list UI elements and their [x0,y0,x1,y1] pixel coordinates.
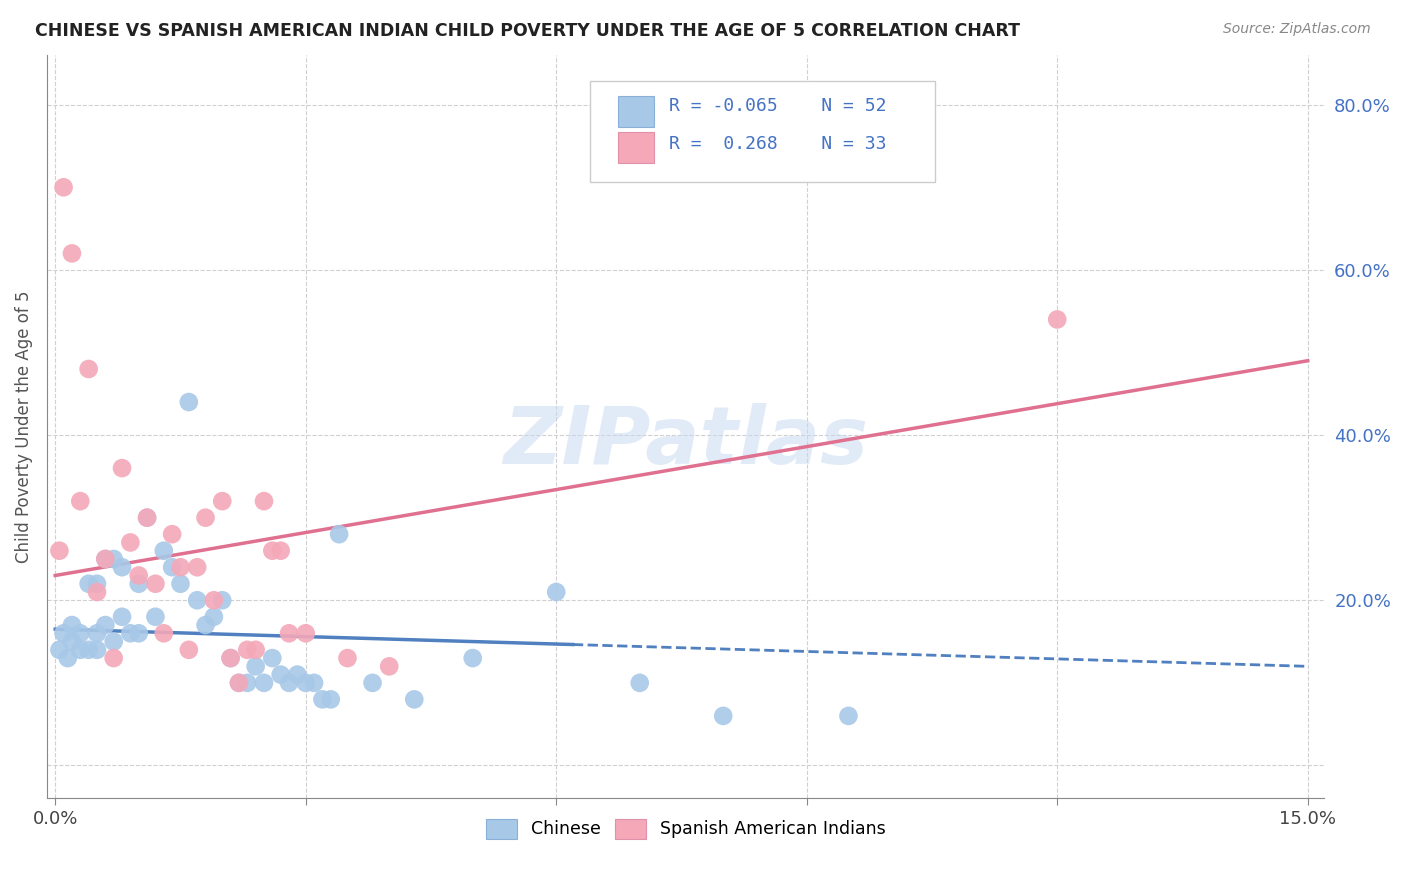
Point [160,527,183,541]
Point [136,510,159,524]
Point [245,642,267,657]
Point [136,510,159,524]
Point [245,659,267,673]
Point [103,651,125,665]
Point [262,651,284,665]
Point [278,626,301,640]
Point [69,642,91,657]
Point [60,634,83,648]
Point [628,676,651,690]
FancyBboxPatch shape [619,96,654,128]
Point [86,642,108,657]
Point [361,676,384,690]
Point [152,626,174,640]
Point [145,576,167,591]
Point [211,494,233,508]
Point [270,667,292,681]
Point [253,676,276,690]
Point [86,626,108,640]
Point [328,527,350,541]
Point [319,692,342,706]
Point [52,626,75,640]
Point [711,709,734,723]
Point [194,510,217,524]
Point [546,585,568,599]
Point [253,494,276,508]
FancyBboxPatch shape [591,81,935,181]
Point [278,676,301,690]
Y-axis label: Child Poverty Under the Age of 5: Child Poverty Under the Age of 5 [15,291,32,563]
Point [103,552,125,566]
Point [145,609,167,624]
Point [86,576,108,591]
Point [294,626,316,640]
Text: R = -0.065    N = 52: R = -0.065 N = 52 [669,97,887,115]
Point [236,676,259,690]
Point [52,180,75,194]
Point [219,651,242,665]
Point [461,651,484,665]
Point [60,246,83,260]
Point [287,667,309,681]
Point [94,618,117,632]
Point [111,609,134,624]
Point [228,676,250,690]
Point [219,651,242,665]
Point [69,494,91,508]
Point [294,676,316,690]
Text: R =  0.268    N = 33: R = 0.268 N = 33 [669,136,887,153]
Point [60,618,83,632]
Point [169,576,191,591]
Point [86,585,108,599]
Text: ZIPatlas: ZIPatlas [503,402,868,481]
Point [302,676,325,690]
Point [177,395,200,409]
Point [1046,312,1069,326]
Point [77,642,100,657]
Point [378,659,401,673]
Point [202,593,225,607]
Point [111,560,134,574]
Point [186,593,208,607]
Point [111,461,134,475]
Point [48,642,70,657]
Point [837,709,859,723]
Point [77,576,100,591]
Point [228,676,250,690]
Point [262,543,284,558]
Point [160,560,183,574]
Point [128,568,150,582]
Point [120,626,142,640]
Point [77,362,100,376]
Point [69,626,91,640]
Point [194,618,217,632]
Text: Source: ZipAtlas.com: Source: ZipAtlas.com [1223,22,1371,37]
Point [236,642,259,657]
Point [211,593,233,607]
Point [270,543,292,558]
FancyBboxPatch shape [619,132,654,163]
Point [177,642,200,657]
Point [186,560,208,574]
Point [94,552,117,566]
Point [202,609,225,624]
Point [94,552,117,566]
Point [152,543,174,558]
Point [336,651,359,665]
Point [103,634,125,648]
Point [128,626,150,640]
Point [169,560,191,574]
Point [404,692,426,706]
Point [311,692,333,706]
Point [56,651,79,665]
Point [48,543,70,558]
Point [120,535,142,549]
Point [128,576,150,591]
Legend: Chinese, Spanish American Indians: Chinese, Spanish American Indians [479,812,893,846]
Text: CHINESE VS SPANISH AMERICAN INDIAN CHILD POVERTY UNDER THE AGE OF 5 CORRELATION : CHINESE VS SPANISH AMERICAN INDIAN CHILD… [35,22,1021,40]
